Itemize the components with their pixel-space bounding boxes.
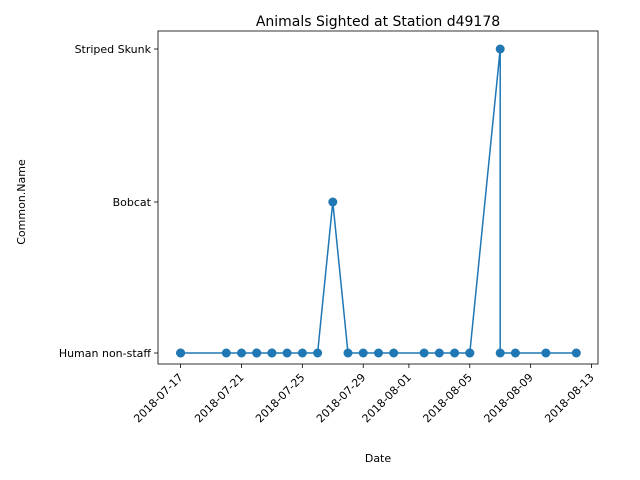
data-point [282,348,292,358]
data-point [267,348,277,358]
data-point [510,348,520,358]
plot-frame [157,30,599,365]
series-line [180,48,577,354]
chart-title: Animals Sighted at Station d49178 [256,14,500,30]
data-point [313,348,323,358]
data-point [176,348,186,358]
y-axis-label: Common.Name [15,159,28,245]
data-point [252,348,262,358]
data-point [389,348,399,358]
y-tick-label: Bobcat [113,196,152,209]
data-point [358,348,368,358]
x-tick-label: 2018-07-25 [253,371,307,425]
data-point [328,197,338,207]
data-point [541,348,551,358]
x-tick-label: 2018-08-09 [481,371,535,425]
y-axis: Human non-staff Bobcat Striped Skunk [59,43,158,360]
series-layer [176,44,581,358]
data-point [237,348,246,358]
data-point [419,348,429,358]
x-tick-label: 2018-07-21 [192,371,246,425]
x-tick-label: 2018-08-01 [360,371,414,425]
data-point [495,348,505,358]
data-point [450,348,460,358]
data-point [297,348,307,358]
data-point [465,348,475,358]
y-tick-label: Human non-staff [59,347,152,360]
x-axis-label: Date [365,452,392,465]
x-tick-label: 2018-08-13 [542,371,596,425]
data-point [221,348,231,358]
data-point [343,348,353,358]
data-point [495,44,505,54]
x-axis: 2018-07-17 2018-07-21 2018-07-25 2018-07-29… [131,364,597,425]
data-point [374,348,383,358]
x-tick-label: 2018-07-17 [131,371,185,425]
y-tick-label: Striped Skunk [75,43,152,56]
x-tick-label: 2018-08-05 [420,371,474,425]
data-point [434,348,444,358]
data-point [571,348,581,358]
